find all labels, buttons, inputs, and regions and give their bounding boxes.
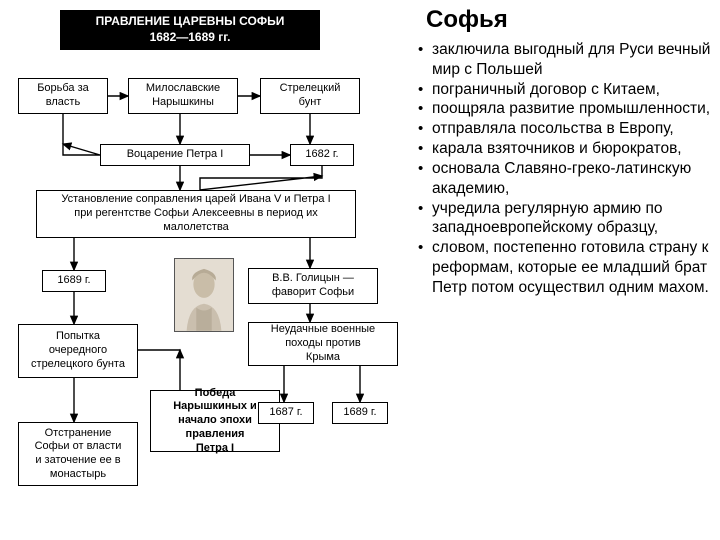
bullet-5: основала Славяно-греко-латинскую академи… [414,159,712,199]
arrow-7 [200,166,322,190]
bullet-2: поощряла развитие промышленности, [414,99,712,119]
node-popytka: Попыткаочередногострелецкого бунта [18,324,138,378]
node-y1689: 1689 г. [42,270,106,292]
text-panel: Софья заключила выгодный для Руси вечный… [410,0,720,540]
node-y1689b: 1689 г. [332,402,388,424]
bullet-4: карала взяточников и бюрократов, [414,139,712,159]
node-vots: Воцарение Петра I [100,144,250,166]
bullet-1: пограничный договор с Китаем, [414,80,712,100]
node-y1687: 1687 г. [258,402,314,424]
node-y1682: 1682 г. [290,144,354,166]
node-golitsyn: В.В. Голицын —фаворит Софьи [248,268,378,304]
node-neud: Неудачные военныепоходы противКрыма [248,322,398,366]
bullet-0: заключила выгодный для Руси вечный мир с… [414,40,712,80]
bullet-6: учредила регулярную армию по западноевро… [414,199,712,239]
bullet-list: заключила выгодный для Руси вечный мир с… [414,40,712,298]
arrow-13 [138,350,180,390]
arrow-2 [63,114,100,155]
heading: Софья [426,6,712,34]
node-bunt: Стрелецкийбунт [260,78,360,114]
bullet-3: отправляла посольства в Европу, [414,119,712,139]
node-title: ПРАВЛЕНИЕ ЦАРЕВНЫ СОФЬИ1682—1689 гг. [60,10,320,50]
node-otstr: ОтстранениеСофьи от властии заточение ее… [18,422,138,486]
golitsyn-portrait [174,258,234,332]
diagram-panel: ПРАВЛЕНИЕ ЦАРЕВНЫ СОФЬИ1682—1689 гг. Борь… [0,0,410,540]
node-borba: Борьба завласть [18,78,108,114]
node-ustan: Установление соправления царей Ивана V и… [36,190,356,238]
node-milos: МилославскиеНарышкины [128,78,238,114]
bullet-7: словом, постепенно готовила страну к реф… [414,238,712,297]
